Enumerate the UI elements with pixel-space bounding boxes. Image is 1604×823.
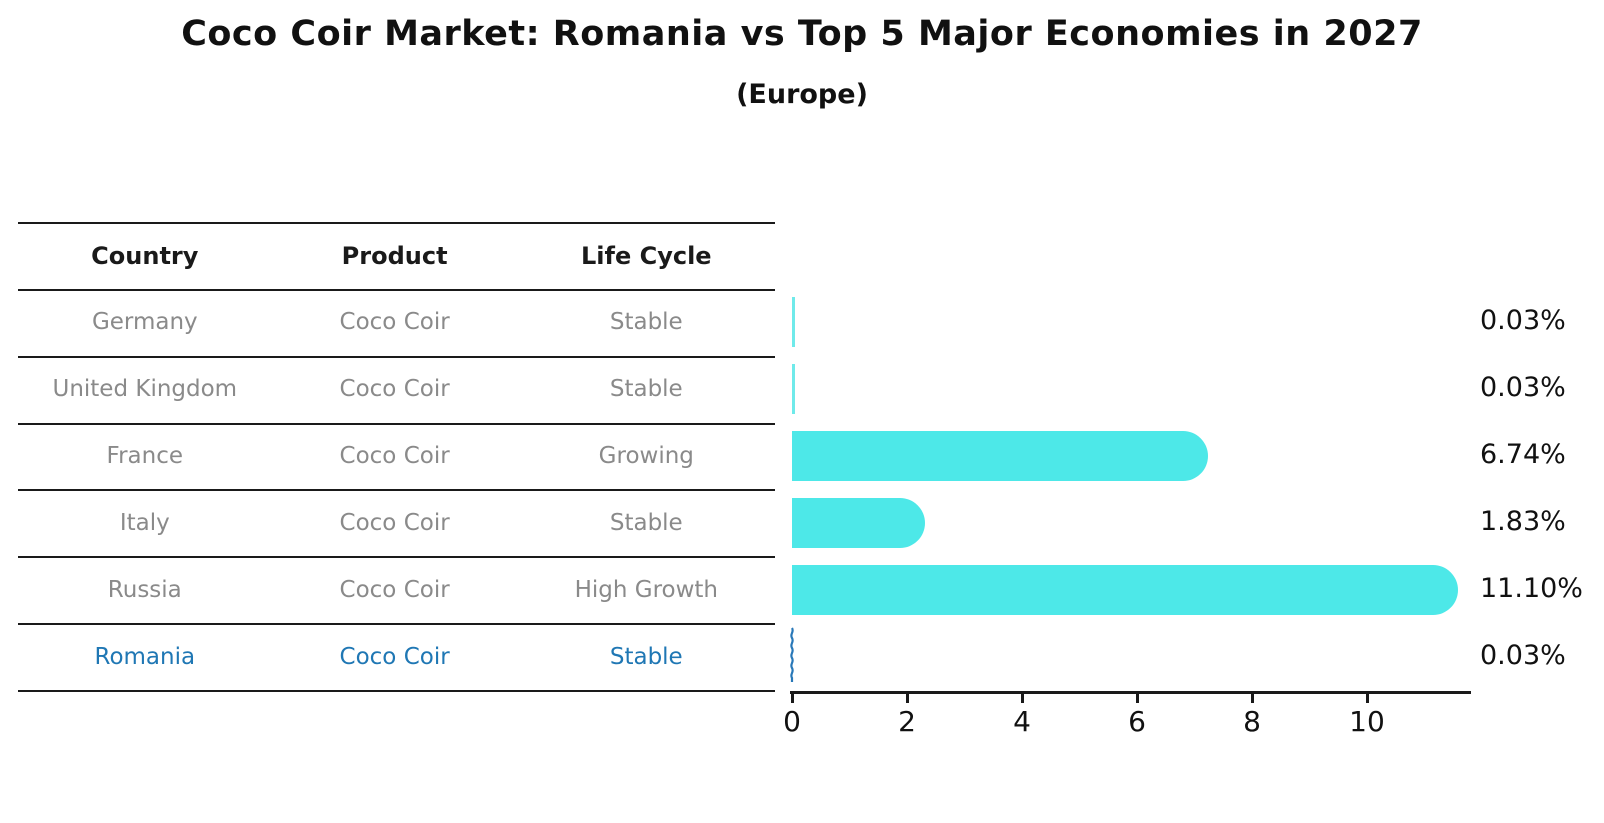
table-cell-product: Coco Coir bbox=[339, 309, 450, 336]
x-axis-tick bbox=[1135, 694, 1139, 703]
table-cell-life-cycle: Stable bbox=[609, 509, 683, 536]
table-separator-line bbox=[18, 690, 775, 692]
chart-subtitle: (Europe) bbox=[736, 79, 868, 110]
table-cell-product: Coco Coir bbox=[339, 509, 450, 536]
table-cell-life-cycle: Stable bbox=[609, 309, 683, 336]
bar-france bbox=[792, 430, 1208, 481]
x-axis-tick-label: 10 bbox=[1349, 705, 1385, 738]
value-label: 1.83% bbox=[1480, 505, 1566, 537]
table-cell-country: Russia bbox=[107, 576, 182, 603]
x-axis-tick-label: 6 bbox=[1128, 705, 1146, 738]
table-cell-life-cycle: Stable bbox=[609, 643, 683, 670]
table-header-row: Country Product Life Cycle bbox=[18, 222, 775, 289]
table-separator-line bbox=[18, 356, 775, 358]
table-separator-line bbox=[18, 423, 775, 425]
table-cell-country: United Kingdom bbox=[52, 376, 238, 403]
bar-germany bbox=[792, 297, 795, 348]
table-cell-product: Coco Coir bbox=[339, 376, 450, 403]
table-cell-product: Coco Coir bbox=[339, 442, 450, 469]
table-cell-product: Coco Coir bbox=[339, 576, 450, 603]
table-cell-country: France bbox=[106, 442, 184, 469]
table-cell-country: Germany bbox=[91, 309, 198, 336]
value-label: 0.03% bbox=[1480, 639, 1566, 671]
table-separator-line bbox=[18, 222, 775, 224]
bar-romania-sketch bbox=[790, 626, 794, 682]
x-axis-tick bbox=[905, 694, 909, 703]
x-axis-tick-label: 2 bbox=[898, 705, 916, 738]
x-axis-line bbox=[790, 691, 1471, 694]
table-cell-country: Italy bbox=[119, 509, 170, 536]
x-axis-tick bbox=[1365, 694, 1369, 703]
header-life-cycle: Life Cycle bbox=[581, 241, 712, 270]
chart-title: Coco Coir Market: Romania vs Top 5 Major… bbox=[181, 14, 1423, 54]
table-cell-life-cycle: Growing bbox=[598, 442, 694, 469]
table-separator-line bbox=[18, 489, 775, 491]
table-row: France Coco Coir Growing bbox=[18, 423, 775, 490]
value-label: 0.03% bbox=[1480, 372, 1566, 404]
x-axis-tick bbox=[1020, 694, 1024, 703]
table-separator-line bbox=[18, 289, 775, 291]
header-product: Product bbox=[341, 241, 448, 270]
table-row: United Kingdom Coco Coir Stable bbox=[18, 356, 775, 423]
table-cell-product: Coco Coir bbox=[339, 643, 450, 670]
header-country: Country bbox=[91, 241, 199, 270]
bar-united-kingdom bbox=[792, 364, 795, 415]
table-separator-line bbox=[18, 556, 775, 558]
table-row: Romania Coco Coir Stable bbox=[18, 623, 775, 690]
x-axis-tick bbox=[790, 694, 794, 703]
x-axis-tick-label: 0 bbox=[783, 705, 801, 738]
bar-italy bbox=[792, 497, 926, 548]
value-label: 0.03% bbox=[1480, 305, 1566, 337]
value-label: 6.74% bbox=[1480, 438, 1566, 470]
x-axis-tick-label: 8 bbox=[1243, 705, 1261, 738]
x-axis-tick bbox=[1250, 694, 1254, 703]
table-cell-life-cycle: Stable bbox=[609, 376, 683, 403]
bar-russia bbox=[792, 564, 1459, 615]
table-separator-line bbox=[18, 623, 775, 625]
table-row: Russia Coco Coir High Growth bbox=[18, 556, 775, 623]
table-row: Italy Coco Coir Stable bbox=[18, 489, 775, 556]
x-axis-tick-label: 4 bbox=[1013, 705, 1031, 738]
value-label: 11.10% bbox=[1480, 572, 1583, 604]
table-cell-country: Romania bbox=[94, 643, 196, 670]
table-row: Germany Coco Coir Stable bbox=[18, 289, 775, 356]
table-cell-life-cycle: High Growth bbox=[574, 576, 719, 603]
